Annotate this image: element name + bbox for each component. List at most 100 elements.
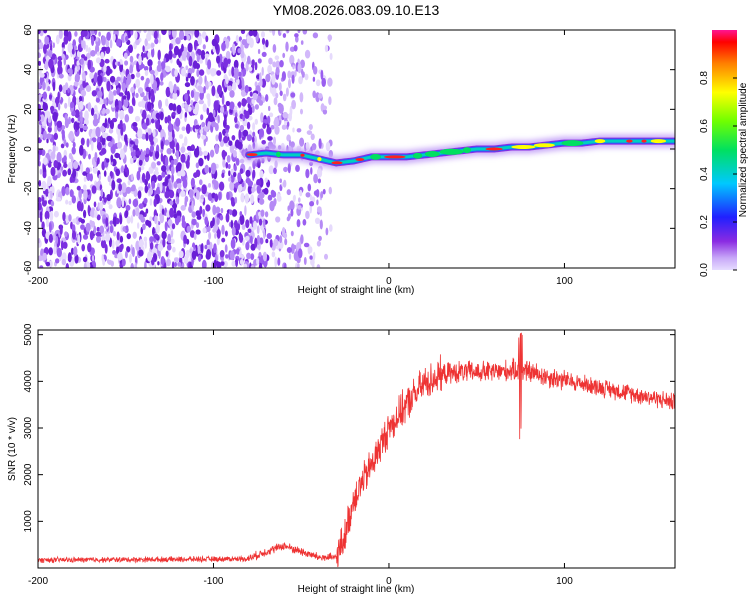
noise-blob (71, 117, 75, 124)
noise-blob (123, 98, 129, 108)
noise-blob (190, 177, 195, 188)
noise-blob (111, 239, 115, 249)
noise-blob (270, 125, 275, 130)
noise-blob (45, 261, 51, 267)
noise-blob (62, 211, 66, 222)
noise-blob (131, 96, 136, 106)
noise-blob (86, 173, 91, 181)
x-tick-label: -200 (28, 276, 48, 287)
noise-blob (42, 102, 48, 111)
noise-blob (297, 62, 302, 74)
noise-blob (235, 35, 239, 44)
noise-blob (220, 261, 225, 266)
noise-blob (175, 117, 181, 127)
noise-blob (229, 90, 235, 98)
noise-blob (185, 249, 190, 259)
noise-blob (201, 259, 207, 268)
noise-blob (159, 182, 163, 193)
noise-blob (164, 207, 167, 214)
noise-blob (227, 163, 231, 170)
snr-y-axis: 1000 2000 3000 4000 5000 (23, 323, 675, 532)
noise-blob (216, 55, 221, 64)
noise-blob (138, 203, 144, 210)
noise-blob (144, 185, 148, 193)
noise-blob (69, 189, 74, 198)
noise-blob (151, 47, 155, 58)
noise-blob (292, 127, 295, 133)
noise-blob (137, 190, 142, 199)
noise-blob (239, 233, 244, 243)
noise-blob (103, 64, 107, 73)
noise-blob (223, 57, 229, 69)
noise-blob (236, 223, 241, 231)
noise-blob (228, 69, 232, 77)
noise-blob (47, 162, 52, 168)
noise-blob (138, 249, 144, 257)
noise-blob (286, 189, 291, 196)
noise-blob (108, 90, 114, 102)
noise-blob (264, 177, 268, 183)
noise-blob (247, 184, 253, 195)
noise-blob (128, 198, 132, 205)
noise-blob (55, 235, 59, 245)
noise-blob (227, 58, 231, 65)
spectrogram-ridge (242, 134, 675, 170)
noise-blob (153, 137, 159, 144)
noise-blob (146, 251, 153, 262)
noise-blob (271, 74, 276, 85)
noise-blob (272, 61, 277, 68)
noise-blob (216, 228, 221, 239)
noise-blob (252, 131, 256, 137)
noise-blob (256, 185, 261, 194)
noise-blob (151, 162, 157, 169)
noise-blob (271, 87, 277, 97)
ridge-peak (594, 139, 606, 144)
noise-blob (278, 115, 282, 121)
noise-blob (309, 255, 313, 260)
noise-blob (100, 188, 104, 198)
noise-blob (100, 51, 105, 59)
noise-blob (128, 105, 134, 114)
ridge-peak (300, 153, 305, 157)
noise-blob (116, 38, 122, 47)
noise-blob (237, 141, 243, 150)
noise-blob (211, 85, 216, 97)
noise-blob (55, 196, 62, 202)
noise-blob (145, 132, 149, 142)
noise-blob (287, 70, 292, 79)
noise-blob (61, 53, 65, 60)
noise-blob (301, 71, 305, 78)
noise-blob (142, 45, 145, 53)
noise-blob (38, 30, 41, 35)
noise-blob (237, 102, 242, 107)
noise-blob (222, 159, 226, 168)
noise-blob (219, 214, 224, 221)
noise-blob (172, 92, 178, 101)
colorbar-label: Normalized spectral amplitude (738, 82, 749, 217)
noise-blob (214, 143, 219, 155)
noise-blob (208, 231, 212, 240)
noise-blob (124, 250, 128, 259)
noise-blob (205, 35, 209, 43)
noise-blob (83, 56, 88, 61)
noise-blob (123, 144, 128, 153)
noise-blob (181, 126, 186, 131)
noise-blob (200, 114, 204, 121)
noise-blob (176, 104, 182, 115)
noise-blob (137, 222, 140, 229)
noise-blob (47, 85, 51, 92)
noise-blob (151, 257, 155, 266)
noise-blob (283, 232, 288, 239)
noise-blob (297, 30, 301, 34)
noise-blob (281, 124, 287, 130)
noise-blob (159, 81, 164, 86)
noise-blob (239, 214, 245, 226)
noise-blob (229, 181, 235, 191)
noise-blob (296, 219, 301, 228)
noise-blob (308, 124, 313, 130)
noise-blob (275, 60, 280, 70)
noise-blob (280, 30, 283, 34)
noise-blob (114, 79, 119, 86)
noise-blob (252, 122, 256, 131)
noise-blob (294, 69, 297, 77)
